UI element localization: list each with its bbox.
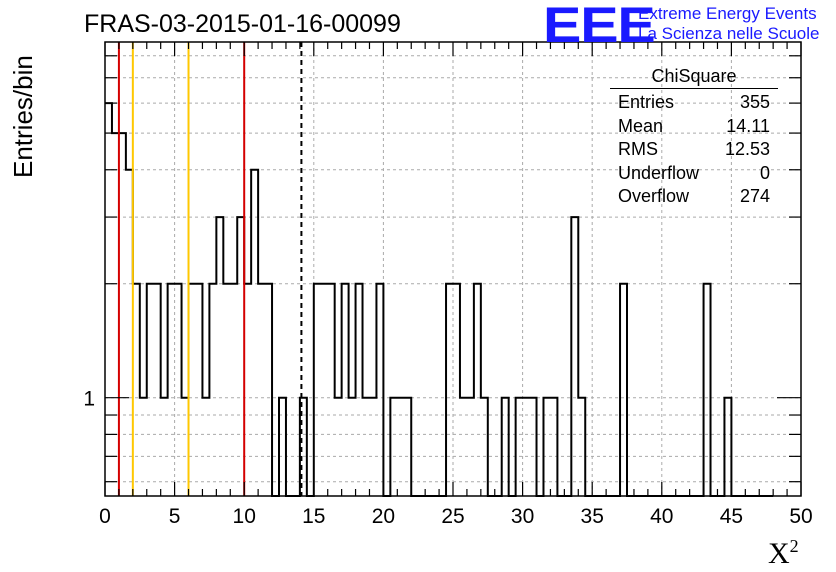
y-tick-label: 1: [83, 388, 95, 411]
stats-label: RMS: [618, 139, 658, 159]
stats-label: Underflow: [618, 162, 700, 183]
stats-row-entries: Entries 355: [610, 91, 778, 115]
x-tick-label: 0: [99, 505, 111, 528]
x-axis-label: X2: [768, 536, 799, 571]
logo-line-2: La Scienza nelle Scuole: [638, 24, 820, 43]
x-tick-label: 30: [511, 505, 534, 528]
x-tick-label: 10: [233, 505, 256, 528]
stats-value: 274: [739, 186, 770, 206]
stats-row-underflow: Underflow 0: [610, 162, 778, 186]
x-tick-label: 25: [441, 505, 464, 528]
stats-box: ChiSquare Entries 355 Mean 14.11 RMS 12.…: [610, 66, 778, 209]
stats-value: 12.53: [724, 139, 770, 159]
x-tick-label: 35: [581, 505, 604, 528]
stats-label: Entries: [618, 92, 675, 112]
stats-row-mean: Mean 14.11: [610, 115, 778, 139]
x-tick-label: 20: [372, 505, 395, 528]
stats-row-overflow: Overflow 274: [610, 185, 778, 209]
chart-title: FRAS-03-2015-01-16-00099: [84, 10, 401, 38]
stats-title: ChiSquare: [610, 66, 778, 89]
x-tick-label: 50: [789, 505, 812, 528]
stats-label: Mean: [618, 115, 664, 136]
logo-line-1: Extreme Energy Events: [638, 4, 817, 23]
x-tick-label: 5: [169, 505, 181, 528]
stats-value: 0: [759, 162, 770, 183]
eee-logo-text: Extreme Energy Events La Scienza nelle S…: [638, 4, 819, 44]
stats-value: 14.11: [726, 115, 770, 136]
x-tick-label: 15: [302, 505, 325, 528]
x-tick-label: 45: [720, 505, 743, 528]
x-tick-label: 40: [650, 505, 673, 528]
x-axis-label-sup: 2: [789, 536, 799, 556]
stats-value: 355: [739, 92, 770, 112]
stats-row-rms: RMS 12.53: [610, 138, 778, 162]
stats-label: Overflow: [618, 186, 690, 206]
x-axis-label-base: X: [768, 537, 790, 570]
y-axis-label: Entries/bin: [8, 55, 38, 178]
eee-logo: EEE: [543, 0, 656, 53]
